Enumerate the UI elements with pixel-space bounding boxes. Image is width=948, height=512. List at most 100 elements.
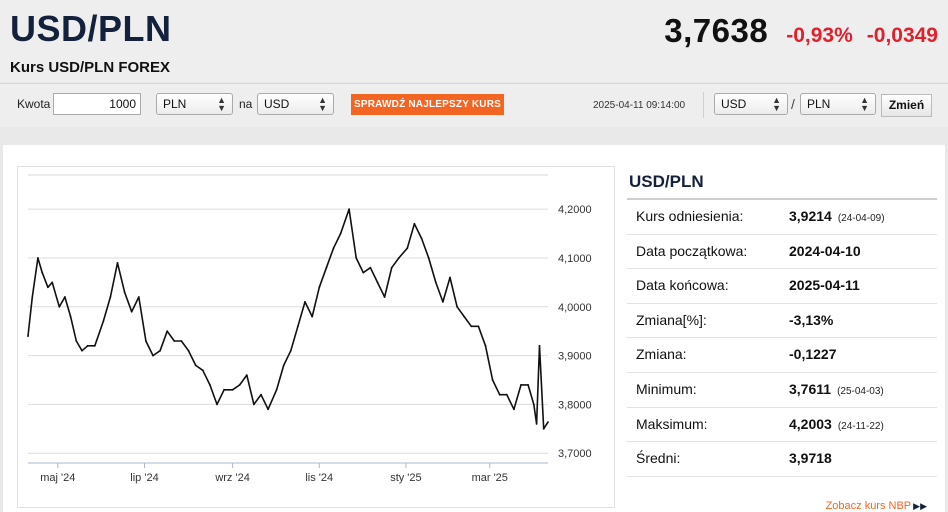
price-point [109,296,112,298]
x-tick-label: lip '24 [130,472,158,484]
price-point [275,388,278,391]
stats-value: 3,9214 (24-04-09) [789,208,885,224]
nbp-rate-link[interactable]: Zobacz kurs NBP ▶▶ [826,500,927,512]
price-point [339,232,342,235]
price-point [231,388,234,391]
current-price: 3,7638 [664,12,769,49]
y-tick-label: 4,0000 [558,302,592,314]
price-point [223,388,226,391]
price-point [282,364,285,367]
price-point [159,349,162,352]
price-point [137,296,140,298]
price-point [86,344,89,347]
price-point [173,340,176,342]
price-point [325,266,328,269]
price-point [194,364,197,367]
stats-row: Średni: 3,9718 [627,442,937,477]
price-point [383,296,386,298]
page-title: USD/PLN [10,8,172,49]
to-label: na [239,97,253,111]
price-point [413,222,416,225]
from-currency-select[interactable]: PLN ▲ ▼ [156,93,233,115]
select-arrows-icon: ▲ ▼ [772,95,781,113]
price-point [470,325,473,328]
price-point [37,257,39,259]
pair-base-select[interactable]: USD ▲ ▼ [714,93,788,115]
y-tick-label: 4,2000 [558,204,592,216]
price-point [369,266,372,269]
change-absolute: -0,0349 [866,24,938,47]
price-point [434,281,437,284]
price-point [397,257,400,259]
stats-value-text: 3,7611 [789,380,832,397]
stats-value-text: 2024-04-10 [789,242,861,259]
change-pair-button[interactable]: Zmień [881,94,932,117]
price-point [538,344,541,347]
price-point [527,384,529,386]
price-point [27,335,29,337]
toolbar-divider [703,92,704,118]
to-currency-select[interactable]: USD ▲ ▼ [257,93,334,115]
stats-value-text: 4,2003 [789,415,832,432]
price-point [297,325,299,328]
stats-value-text: 3,9718 [789,450,832,467]
x-tick-label: sty '25 [390,472,421,484]
price-point [31,296,34,298]
price-point [456,305,458,308]
price-point [216,403,218,406]
y-tick-label: 3,8000 [558,399,592,411]
page-subtitle: Kurs USD/PLN FOREX [10,59,171,76]
price-point [116,262,119,264]
price-point [427,257,430,259]
select-arrows-icon: ▲ ▼ [217,95,226,113]
y-tick-label: 4,1000 [558,253,592,265]
stats-value-text: -0,1227 [789,346,837,363]
price-point [535,423,538,425]
amount-input[interactable]: 1000 [53,93,141,115]
stats-value: 4,2003 (24-11-22) [789,416,884,432]
stats-value: 3,7611 (25-04-03) [789,381,884,397]
price-point [69,315,72,318]
price-point [245,374,248,376]
x-tick-label: lis '24 [305,472,333,484]
change-percent: -0,93% [786,24,853,47]
best-rate-button[interactable]: SPRAWDŹ NAJLEPSZY KURS [351,94,504,115]
price-point [406,247,409,250]
pair-quote-select[interactable]: PLN ▲ ▼ [800,93,876,115]
stats-panel: USD/PLN Kurs odniesienia: 3,9214 (24-04-0… [627,164,937,512]
price-point [123,291,126,294]
stats-value: -0,1227 [789,346,836,362]
stats-value: -3,13% [789,312,833,328]
chart-svg: 4,2000 4,1000 4,0000 3,9000 3,8000 3,7000 maj … [27,174,592,484]
price-point [332,247,335,250]
y-tick-label: 3,9000 [558,351,592,363]
price-point [463,315,466,318]
price-point [376,281,379,284]
price-point [145,340,147,342]
x-tick-label: maj '24 [40,472,75,484]
price-point [505,393,508,396]
price-point [187,349,190,352]
pair-separator: / [791,96,795,112]
price-point [390,266,393,269]
price-point [355,257,358,259]
stats-value: 2024-04-10 [789,243,861,259]
price-point [260,393,262,396]
price-point [180,340,183,342]
stats-label: Data końcowa: [636,277,729,294]
stats-value-text: -3,13% [789,311,834,328]
price-point [449,276,451,279]
price-point [348,208,350,211]
price-point [209,384,211,386]
stats-date: (24-04-09) [837,213,885,224]
price-point [491,379,494,381]
price-chart: 4,2000 4,1000 4,0000 3,9000 3,8000 3,7000 maj … [17,166,615,508]
price-point [130,310,133,313]
stats-value-text: 3,9214 [789,208,832,224]
quote-summary: 3,7638 -0,93% -0,0349 [664,12,938,50]
price-point [304,301,306,303]
stats-date: (24-11-22) [837,420,884,432]
price-point [267,408,269,411]
stats-label: Zmiana: [636,346,687,363]
stats-value-text: 2025-04-11 [789,277,860,294]
